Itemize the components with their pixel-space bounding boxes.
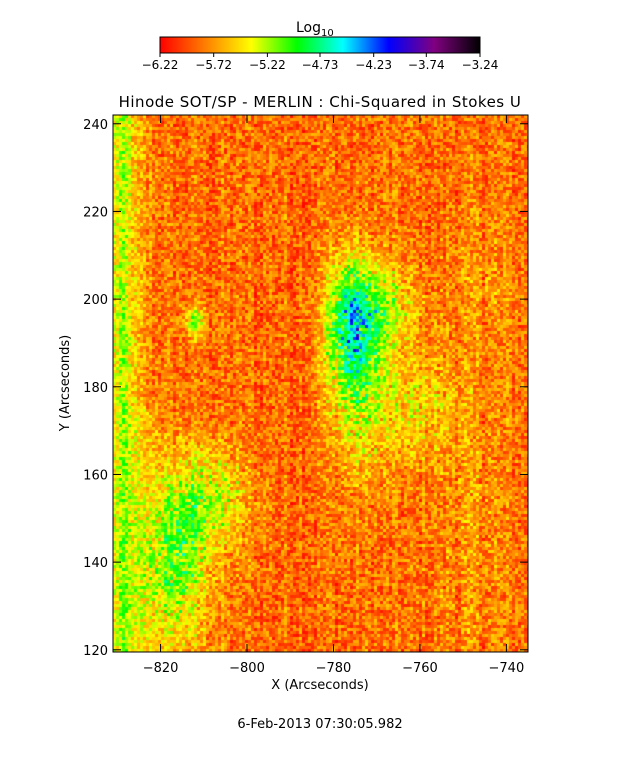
x-tick-label: −780 xyxy=(316,661,352,676)
colorbar-title-base: Log xyxy=(296,20,321,36)
colorbar-tick-label: −6.22 xyxy=(142,58,179,72)
y-tick-label: 240 xyxy=(83,118,108,133)
x-tick-label: −740 xyxy=(489,661,525,676)
colorbar-tick-label: −4.73 xyxy=(302,58,339,72)
plot-frame xyxy=(112,114,529,653)
colorbar-title-subscript: 10 xyxy=(321,28,334,39)
colorbar-tick-label: −3.24 xyxy=(462,58,499,72)
y-tick-label: 140 xyxy=(83,556,108,571)
colorbar-tick-label: −5.22 xyxy=(249,58,286,72)
heatmap-image-wrapper xyxy=(113,115,528,652)
colorbar-tick-label: −5.72 xyxy=(195,58,232,72)
x-tick-label: −760 xyxy=(402,661,438,676)
x-tick-label: −820 xyxy=(143,661,179,676)
x-axis-title: X (Arcseconds) xyxy=(271,678,368,693)
colorbar-tick-label: −4.23 xyxy=(355,58,392,72)
colorbar-ticks: −6.22 −5.72 −5.22 −4.73 −4.23 −3.74 −3.24 xyxy=(142,53,499,72)
heatmap-image xyxy=(113,115,528,652)
y-axis: 120 140 160 180 200 220 240 xyxy=(83,118,528,659)
y-tick-label: 160 xyxy=(83,468,108,483)
y-tick-label: 220 xyxy=(83,205,108,220)
timestamp: 6-Feb-2013 07:30:05.982 xyxy=(237,717,402,732)
colorbar-title: Log10 xyxy=(296,20,334,39)
y-tick-label: 180 xyxy=(83,381,108,396)
y-axis-title: Y (Arcseconds) xyxy=(58,335,73,432)
x-axis: −820 −800 −780 −760 −740 xyxy=(143,115,525,676)
y-tick-label: 200 xyxy=(83,293,108,308)
colorbar xyxy=(159,36,481,54)
chart-title: Hinode SOT/SP - MERLIN : Chi-Squared in … xyxy=(119,93,522,111)
colorbar-tick-label: −3.74 xyxy=(408,58,445,72)
x-tick-label: −800 xyxy=(229,661,265,676)
y-tick-label: 120 xyxy=(83,644,108,659)
